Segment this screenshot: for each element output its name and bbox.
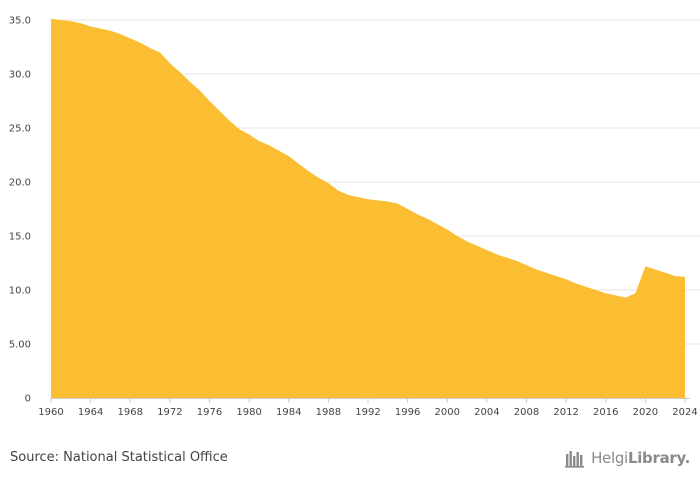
x-tick-label: 2020 — [633, 407, 658, 418]
x-tick-label: 1960 — [38, 407, 63, 418]
x-tick-label: 1996 — [395, 407, 420, 418]
logo-text-bold: Library. — [627, 449, 690, 467]
source-note: Source: National Statistical Office — [10, 450, 228, 465]
x-tick-label: 1964 — [78, 407, 103, 418]
area-series — [51, 18, 685, 398]
x-tick-label: 1976 — [197, 407, 222, 418]
x-tick-label: 1972 — [157, 407, 182, 418]
logo-text-light: Helgi — [591, 449, 628, 467]
y-tick-label: 5.00 — [9, 340, 31, 351]
y-tick-label: 10.0 — [9, 286, 31, 297]
y-axis-tick-labels: 0 5.00 10.0 15.0 20.0 25.0 30.0 35.0 — [9, 16, 31, 405]
x-tick-label: 1980 — [236, 407, 261, 418]
y-tick-label: 25.0 — [9, 124, 31, 135]
x-tick-label: 1988 — [316, 407, 341, 418]
x-tick-label: 1984 — [276, 407, 301, 418]
helgilibrary-logo[interactable]: HelgiLibrary. — [565, 448, 690, 468]
x-tick-label: 2008 — [514, 407, 539, 418]
x-tick-label: 2000 — [435, 407, 460, 418]
helgilibrary-books-icon — [565, 451, 585, 468]
y-tick-label: 15.0 — [9, 232, 31, 243]
axes — [50, 398, 690, 403]
y-tick-label: 35.0 — [9, 16, 31, 27]
y-tick-label: 20.0 — [9, 178, 31, 189]
x-tick-label: 1968 — [118, 407, 143, 418]
x-tick-label: 2024 — [672, 407, 697, 418]
logo-text: HelgiLibrary. — [591, 449, 690, 467]
y-tick-label: 0 — [25, 394, 31, 405]
area-fill — [51, 18, 685, 398]
x-tick-label: 1992 — [355, 407, 380, 418]
x-tick-label: 2016 — [593, 407, 618, 418]
x-axis-tick-labels: 1960 1964 1968 1972 1976 1980 1984 1988 1992 1996… — [38, 407, 697, 418]
x-tick-label: 2004 — [474, 407, 499, 418]
y-tick-label: 30.0 — [9, 70, 31, 81]
x-tick-label: 2012 — [553, 407, 578, 418]
